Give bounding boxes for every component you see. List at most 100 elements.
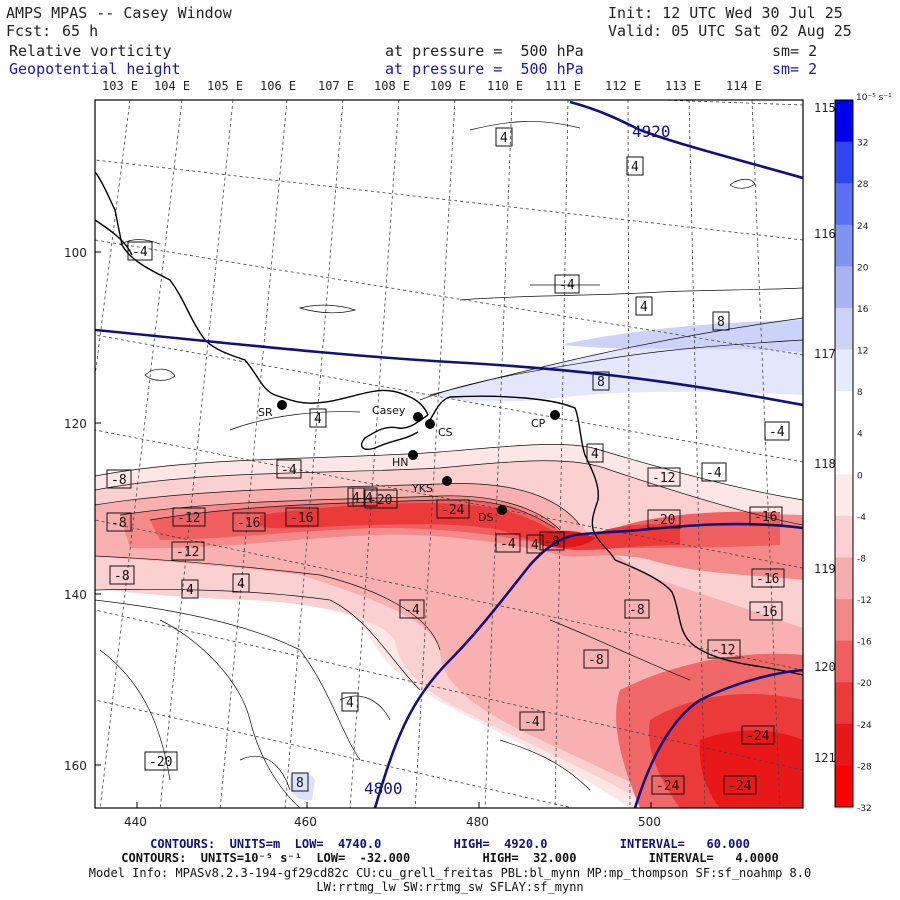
vorticity-contour-label: -4	[554, 274, 580, 294]
colorbar-swatch	[835, 682, 853, 725]
vorticity-contour-label: -16	[749, 506, 783, 526]
vorticity-contour-label: -12	[707, 639, 741, 659]
lon-label: 113 E	[665, 79, 701, 93]
svg-text:4: 4	[237, 577, 245, 592]
y-tick-label: 120	[64, 417, 87, 431]
svg-text:-24: -24	[746, 729, 770, 744]
svg-text:-12: -12	[652, 471, 675, 486]
svg-text:-12: -12	[176, 545, 199, 560]
colorbar-swatch	[835, 432, 853, 475]
svg-text:4: 4	[531, 538, 539, 553]
colorbar-label: 4	[857, 430, 863, 440]
vorticity-contour-label: -4	[127, 241, 153, 261]
svg-text:-8: -8	[111, 516, 127, 531]
svg-text:-4: -4	[404, 603, 420, 618]
svg-text:8: 8	[717, 315, 725, 330]
vorticity-contours	[95, 121, 803, 808]
svg-text:-16: -16	[290, 511, 313, 526]
colorbar-swatch	[835, 765, 853, 808]
vorticity-contour-label: 4	[586, 443, 604, 463]
svg-text:-12: -12	[712, 643, 735, 658]
x-tick-label: 460	[294, 815, 317, 829]
lon-label: 110 E	[487, 79, 523, 93]
colorbar-swatch	[835, 266, 853, 309]
svg-text:4: 4	[346, 696, 354, 711]
vorticity-contour-label: -8	[539, 531, 565, 551]
vorticity-contour-label: -4	[399, 599, 425, 619]
svg-text:-4: -4	[524, 715, 540, 730]
valid-time: Valid: 05 UTC Sat 02 Aug 25	[608, 22, 852, 40]
station-cs[interactable]: CS	[425, 419, 453, 439]
vorticity-contour-label: -4	[701, 462, 727, 482]
lon-label: 106 E	[260, 79, 296, 93]
colorbar-label: 20	[857, 263, 869, 273]
vorticity-contour-label: 4	[495, 127, 513, 147]
lon-label: 111 E	[545, 79, 581, 93]
lon-label: 104 E	[154, 79, 190, 93]
colorbar: 32 28 24 20 16 12 8 4 0 -4 -8 -12 -16 -20 -24 -28 -32	[834, 99, 872, 814]
svg-text:4: 4	[591, 447, 599, 462]
svg-text:-8: -8	[588, 653, 604, 668]
vorticity-labels: 4 4 -4 -4 4 8 8 4 -4 4 -4 -8 -4 -12 -4 -20 -8 -12 -16 -16 -2…	[106, 127, 790, 795]
map-title: AMPS MPAS -- Casey Window	[6, 4, 232, 22]
vorticity-contour-label: -20	[364, 489, 398, 509]
svg-text:-20: -20	[149, 755, 172, 770]
vorticity-contour-label: 8	[712, 311, 730, 331]
field1-level: at pressure = 500 hPa	[385, 42, 584, 60]
vorticity-contour-label: -16	[285, 507, 319, 527]
vorticity-contour-label: -4	[764, 421, 790, 441]
colorbar-swatch	[835, 307, 853, 351]
colorbar-units: 10⁻⁵ s⁻¹	[856, 93, 892, 103]
svg-text:-16: -16	[237, 516, 260, 531]
svg-text:-16: -16	[754, 510, 777, 525]
colorbar-label: -32	[857, 804, 872, 814]
forecast-label: Fcst:	[6, 22, 52, 40]
svg-text:CS: CS	[438, 426, 453, 439]
vorticity-contour-label: 4	[635, 296, 653, 316]
vorticity-contour-label: -8	[106, 512, 132, 532]
svg-text:-4: -4	[281, 463, 297, 478]
svg-text:-4: -4	[706, 466, 722, 481]
station-sr[interactable]: SR	[258, 400, 287, 419]
vorticity-contour-label: -12	[647, 467, 681, 487]
svg-text:-4: -4	[500, 537, 516, 552]
colorbar-swatch	[835, 557, 853, 600]
vorticity-contour-label: 4	[341, 692, 359, 712]
station-casey[interactable]: Casey	[372, 404, 423, 422]
station-cp[interactable]: CP	[531, 410, 560, 430]
colorbar-label: -12	[857, 596, 872, 606]
colorbar-label: 32	[857, 139, 868, 149]
vorticity-contour-label: 4	[181, 579, 199, 599]
colorbar-label: 12	[857, 347, 868, 357]
svg-text:-8: -8	[629, 603, 645, 618]
svg-text:SR: SR	[258, 406, 273, 419]
svg-text:8: 8	[296, 776, 304, 791]
svg-text:-8: -8	[114, 569, 130, 584]
svg-text:4: 4	[640, 300, 648, 315]
station-ds[interactable]: DS	[478, 505, 507, 524]
svg-text:-16: -16	[754, 605, 777, 620]
vorticity-contour-label: -16	[232, 512, 266, 532]
lon-label: 109 E	[430, 79, 466, 93]
x-tick-label: 440	[124, 815, 147, 829]
station-hn[interactable]: HN	[392, 450, 418, 469]
plot-frame	[94, 99, 804, 809]
colorbar-label: -4	[857, 513, 866, 523]
svg-text:-20: -20	[369, 493, 392, 508]
svg-text:-12: -12	[177, 511, 200, 526]
colorbar-swatch	[835, 515, 853, 558]
svg-text:-16: -16	[756, 572, 779, 587]
lon-label: 107 E	[318, 79, 354, 93]
vorticity-contour-label: -8	[109, 565, 135, 585]
svg-text:-24: -24	[656, 779, 680, 794]
height-contours	[95, 100, 803, 808]
svg-text:Casey: Casey	[372, 404, 406, 417]
svg-text:-20: -20	[652, 513, 675, 528]
svg-text:DS: DS	[478, 511, 493, 524]
y-axis: 100 120 140 160	[64, 246, 101, 773]
svg-text:-4: -4	[132, 245, 148, 260]
station-yks[interactable]: YKS	[411, 476, 452, 495]
svg-text:4: 4	[352, 491, 360, 506]
height-label-4920: 4920	[632, 122, 671, 141]
colorbar-frame	[834, 99, 854, 808]
